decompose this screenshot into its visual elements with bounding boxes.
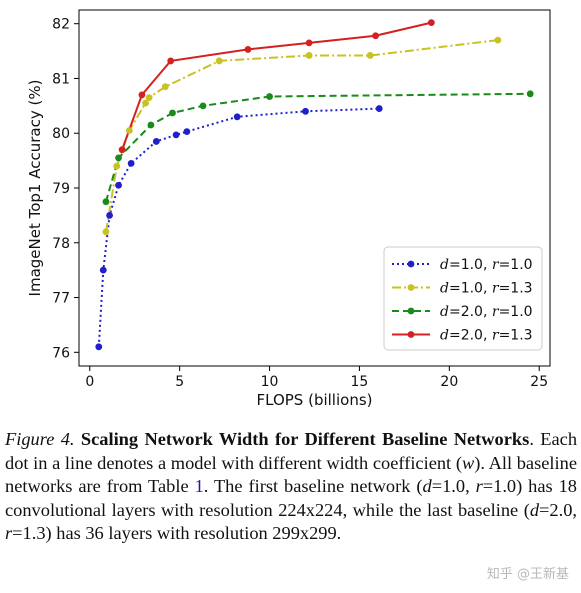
series-3-point bbox=[199, 102, 207, 110]
series-2-point bbox=[161, 83, 169, 91]
series-line-1 bbox=[97, 107, 380, 347]
legend: d=1.0, r=1.0 d=1.0, r=1.3 d=2.0, r=1.0 d=2.… bbox=[383, 246, 543, 351]
y-tick-label: 81 bbox=[52, 71, 70, 87]
series-1-point bbox=[172, 131, 180, 139]
series-3-point bbox=[102, 198, 110, 206]
series-2-point bbox=[102, 228, 110, 236]
y-tick-label: 76 bbox=[52, 345, 70, 361]
series-1-point bbox=[106, 211, 113, 219]
y-axis-title: ImageNet Top1 Accuracy (%) bbox=[26, 80, 44, 297]
y-tick-label: 77 bbox=[52, 291, 70, 307]
series-4-point bbox=[372, 32, 380, 40]
y-tick-label: 79 bbox=[52, 181, 70, 197]
series-2-point bbox=[113, 162, 121, 170]
series-2-point bbox=[494, 36, 502, 44]
y-tick-label: 80 bbox=[52, 126, 70, 142]
legend-label: d=1.0, r=1.0 bbox=[440, 257, 533, 273]
series-2-point bbox=[305, 52, 313, 59]
figure-label: Figure 4. bbox=[5, 429, 75, 449]
series-1-point bbox=[95, 343, 103, 351]
series-1-point bbox=[127, 159, 135, 167]
series-1-point bbox=[115, 181, 122, 189]
series-1-point bbox=[375, 105, 383, 112]
legend-marker bbox=[407, 260, 415, 268]
x-axis-title: FLOPS (billions) bbox=[257, 391, 373, 409]
x-axis: 0 5 10 15 20 25 bbox=[85, 366, 548, 390]
chart: 0 5 10 15 20 25 76 77 78 79 80 81 82 FLOPS (billion… bbox=[26, 9, 551, 409]
x-tick-label: 0 bbox=[85, 374, 94, 390]
series-3-point bbox=[115, 154, 122, 162]
legend-label: d=2.0, r=1.0 bbox=[440, 304, 533, 320]
x-tick-label: 25 bbox=[530, 374, 548, 390]
caption-title: Scaling Network Width for Different Base… bbox=[80, 429, 530, 449]
legend-marker bbox=[407, 307, 415, 315]
series-3-point bbox=[169, 109, 176, 117]
plot-points bbox=[95, 19, 534, 351]
legend-marker bbox=[407, 331, 415, 338]
figure-caption: Figure 4. Scaling Network Width for Diff… bbox=[5, 429, 578, 543]
series-2-point bbox=[142, 99, 149, 107]
series-2-point bbox=[145, 94, 153, 102]
y-axis: 76 77 78 79 80 81 82 bbox=[52, 17, 79, 361]
series-3-point bbox=[147, 121, 155, 129]
series-1-point bbox=[302, 107, 309, 115]
series-1-point bbox=[233, 113, 241, 121]
legend-label: d=1.0, r=1.3 bbox=[440, 281, 533, 297]
legend-box bbox=[383, 246, 543, 351]
x-tick-label: 20 bbox=[440, 374, 458, 390]
y-tick-label: 78 bbox=[52, 236, 70, 252]
series-4-point bbox=[167, 57, 175, 65]
watermark: 知乎 @王新基 bbox=[486, 567, 569, 582]
series-4-point bbox=[138, 91, 146, 99]
series-4-point bbox=[118, 146, 126, 154]
legend-marker bbox=[407, 284, 415, 291]
legend-label: d=2.0, r=1.3 bbox=[440, 328, 533, 344]
series-2-point bbox=[125, 127, 133, 134]
x-tick-label: 10 bbox=[261, 374, 279, 390]
table-reference-link[interactable]: 1 bbox=[194, 476, 204, 496]
series-1-point bbox=[183, 128, 191, 135]
series-2-point bbox=[366, 52, 374, 59]
series-3-point bbox=[266, 93, 273, 100]
series-1-point bbox=[99, 266, 107, 274]
series-2-point bbox=[215, 57, 223, 65]
series-4-point bbox=[427, 19, 435, 26]
series-1-point bbox=[152, 138, 160, 145]
series-4-point bbox=[244, 46, 252, 53]
x-tick-label: 5 bbox=[175, 374, 184, 390]
series-line-3 bbox=[105, 92, 531, 202]
series-4-point bbox=[305, 39, 313, 47]
y-tick-label: 82 bbox=[52, 17, 70, 33]
x-tick-label: 15 bbox=[351, 374, 369, 390]
series-3-point bbox=[526, 90, 534, 98]
